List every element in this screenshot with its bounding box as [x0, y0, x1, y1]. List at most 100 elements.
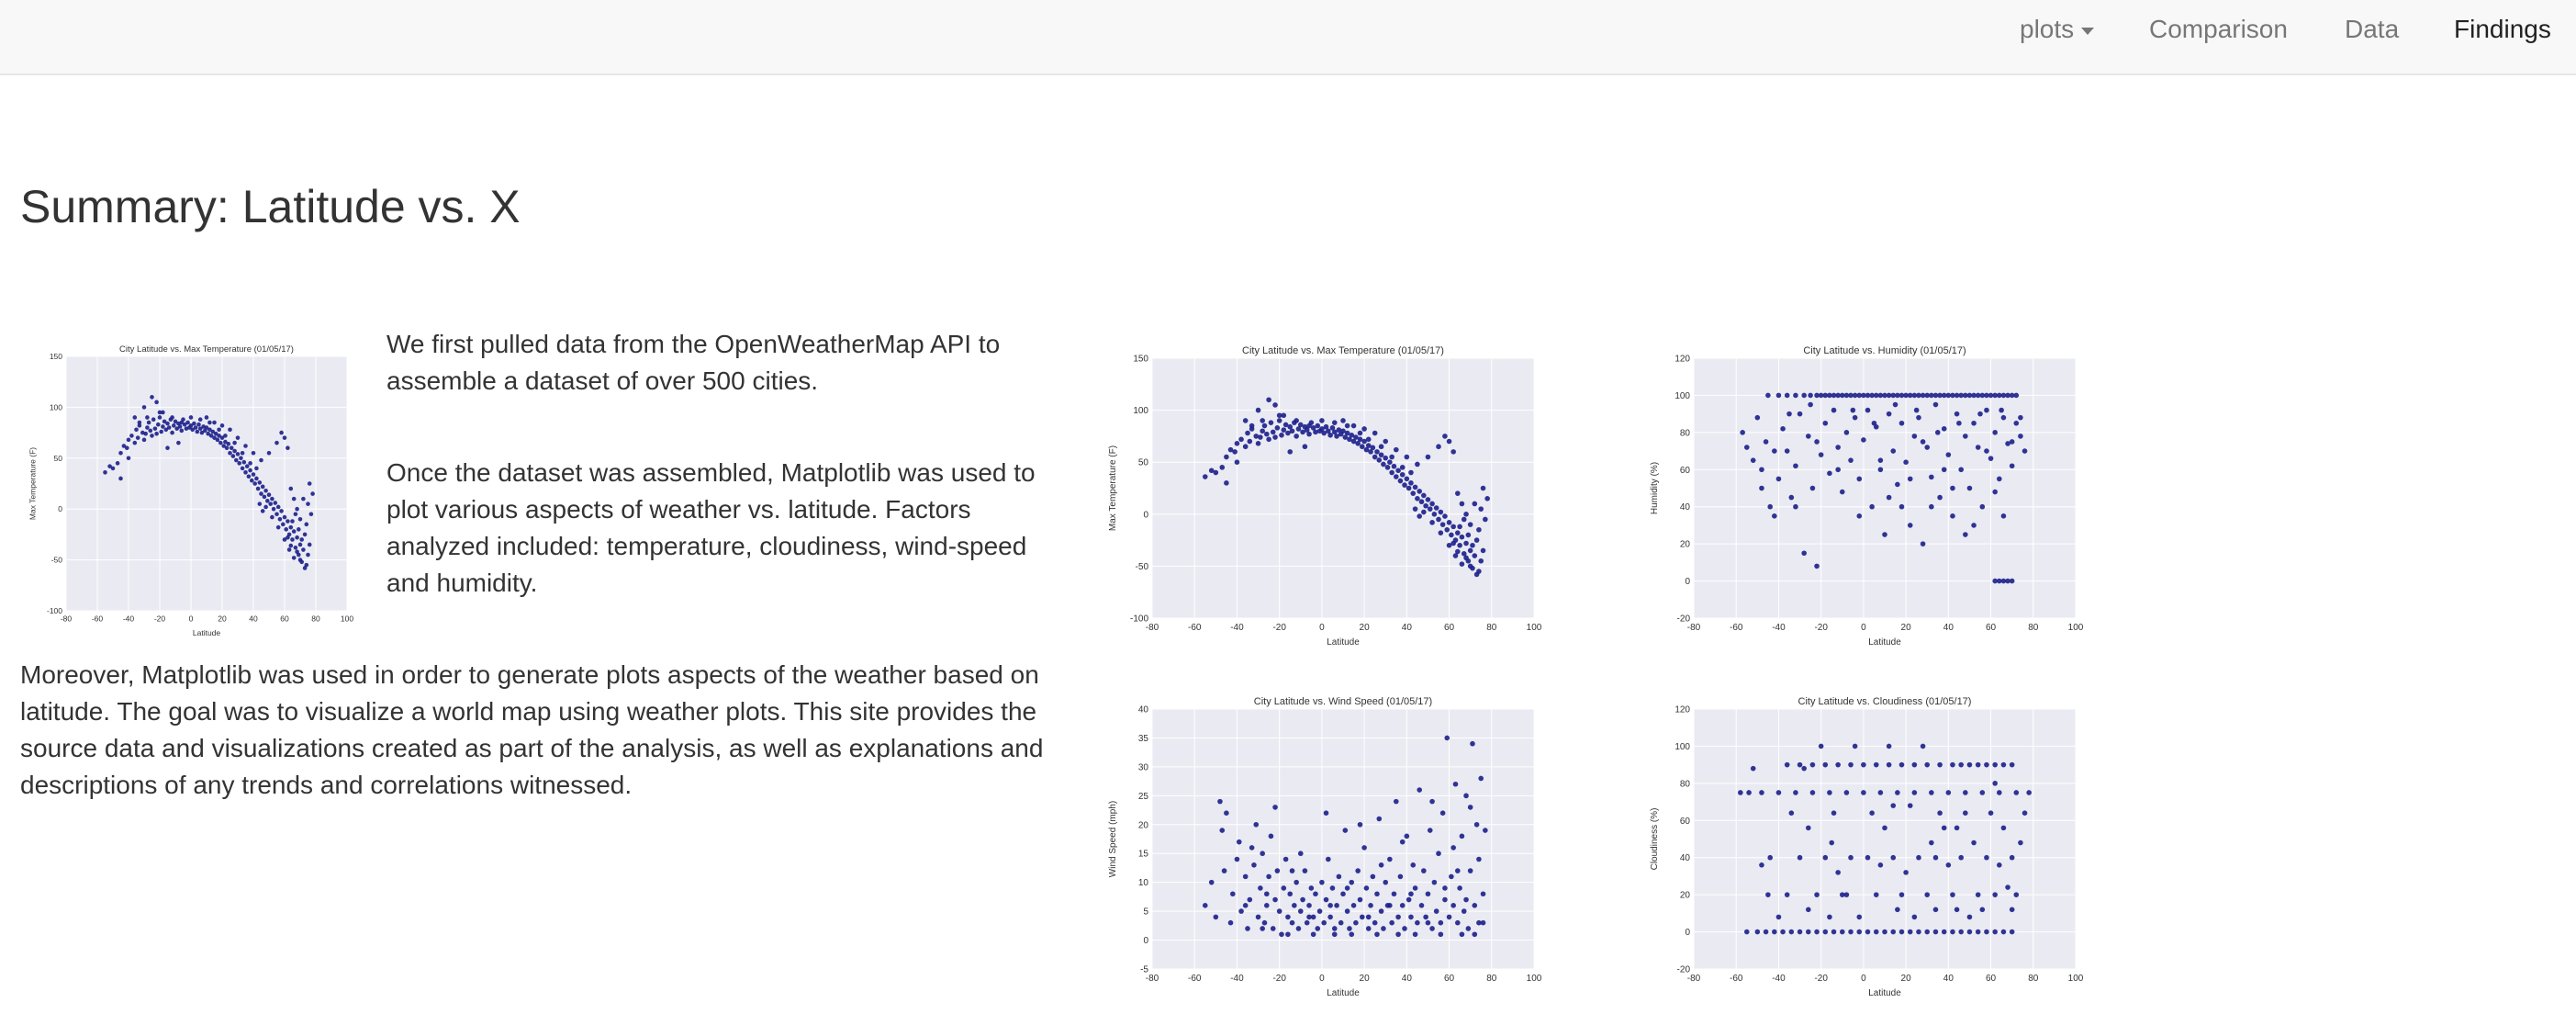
data-point: [1281, 885, 1287, 891]
body-paragraph: Moreover, Matplotlib was used in order t…: [20, 660, 1044, 799]
data-point: [1423, 502, 1428, 509]
data-point: [229, 445, 234, 451]
data-point: [1297, 851, 1304, 857]
data-point: [1831, 929, 1837, 935]
data-point: [1911, 761, 1918, 768]
data-point: [213, 431, 218, 436]
data-point: [1835, 467, 1841, 473]
y-tick-label: 50: [1138, 458, 1149, 468]
data-point: [1378, 908, 1384, 914]
data-point: [1255, 407, 1261, 413]
data-point: [1988, 392, 1994, 399]
data-point: [1415, 496, 1420, 501]
data-point: [1378, 452, 1384, 458]
data-point: [1295, 926, 1302, 931]
nav-findings-link[interactable]: Findings: [2454, 15, 2551, 43]
data-point: [1415, 919, 1420, 926]
data-point: [159, 429, 163, 434]
data-point: [1979, 790, 1986, 795]
data-point: [1408, 914, 1414, 920]
data-point: [1483, 516, 1488, 523]
data-point: [1801, 550, 1807, 557]
data-point: [1439, 522, 1446, 527]
data-point: [1793, 392, 1798, 399]
data-point: [1304, 427, 1310, 433]
x-tick-label: -20: [1814, 623, 1828, 633]
data-point: [1966, 761, 1973, 768]
data-point: [1861, 790, 1866, 795]
data-point: [297, 516, 303, 522]
y-tick-label: 0: [1685, 928, 1690, 938]
data-point: [1450, 449, 1456, 455]
data-point: [1480, 547, 1486, 554]
data-point: [163, 427, 169, 433]
x-axis-label: Latitude: [1327, 637, 1360, 648]
data-point: [1363, 885, 1370, 891]
data-point: [1877, 467, 1884, 473]
data-point: [1992, 892, 1998, 897]
x-tick-label: -80: [1146, 974, 1159, 984]
x-tick-label: 100: [1527, 974, 1542, 984]
data-point: [1321, 919, 1327, 926]
data-point: [1331, 926, 1338, 931]
nav-comparison-link[interactable]: Comparison: [2149, 15, 2288, 43]
data-point: [145, 415, 150, 420]
data-point: [1950, 761, 1955, 768]
thumbnail-temperature-plot[interactable]: -80 -60 -40 -20 0 20 40 60 80 100 -100 -50 0 50 100 150…: [28, 340, 358, 638]
data-point: [254, 466, 259, 471]
data-point: [1450, 903, 1456, 908]
data-point: [275, 504, 281, 510]
data-point: [1984, 392, 1989, 399]
data-point: [1294, 418, 1299, 423]
data-point: [293, 546, 298, 550]
data-point: [1450, 524, 1456, 530]
data-point: [1247, 896, 1253, 903]
data-point: [1945, 790, 1952, 795]
data-point: [1368, 449, 1373, 455]
data-point: [1347, 436, 1352, 443]
x-tick-label: -80: [1687, 974, 1701, 984]
data-point: [157, 415, 162, 420]
data-point: [266, 492, 272, 497]
data-point: [1399, 465, 1406, 470]
x-tick-label: 60: [1986, 623, 1997, 633]
page-title: Summary: Latitude vs. X: [20, 181, 521, 232]
data-point: [1410, 862, 1417, 868]
data-point: [1924, 892, 1931, 897]
data-point: [1480, 485, 1486, 491]
data-point: [1461, 516, 1467, 523]
data-point: [1882, 825, 1887, 831]
nav-plots-dropdown[interactable]: plots: [2020, 0, 2095, 59]
nav-data-link[interactable]: Data: [2345, 15, 2400, 43]
data-point: [1421, 492, 1427, 499]
data-point: [1438, 530, 1444, 535]
data-point: [1907, 523, 1913, 528]
data-point: [1287, 423, 1294, 430]
data-point: [1353, 434, 1359, 440]
data-point: [246, 474, 252, 479]
y-tick-label: 40: [1138, 705, 1149, 715]
data-point: [1750, 765, 1756, 772]
data-point: [1418, 499, 1425, 505]
y-axis-label: Humidity (%): [1650, 462, 1660, 514]
data-point: [1365, 443, 1372, 448]
data-point: [188, 423, 194, 428]
data-point: [165, 445, 170, 451]
x-tick-label: 40: [1943, 974, 1954, 984]
data-point: [1329, 425, 1336, 431]
data-point: [1255, 441, 1261, 446]
x-tick-label: 20: [1901, 974, 1912, 984]
data-point: [288, 543, 294, 548]
data-point: [1429, 520, 1435, 525]
data-point: [1873, 929, 1879, 935]
data-point: [165, 421, 170, 426]
data-point: [1975, 892, 1981, 897]
data-point: [1455, 490, 1461, 496]
data-point: [290, 537, 295, 542]
data-point: [1937, 761, 1943, 768]
data-point: [129, 434, 134, 438]
data-point: [1397, 478, 1404, 484]
data-point: [1861, 437, 1866, 443]
data-point: [1242, 903, 1249, 908]
y-tick-label: 0: [1685, 577, 1690, 587]
